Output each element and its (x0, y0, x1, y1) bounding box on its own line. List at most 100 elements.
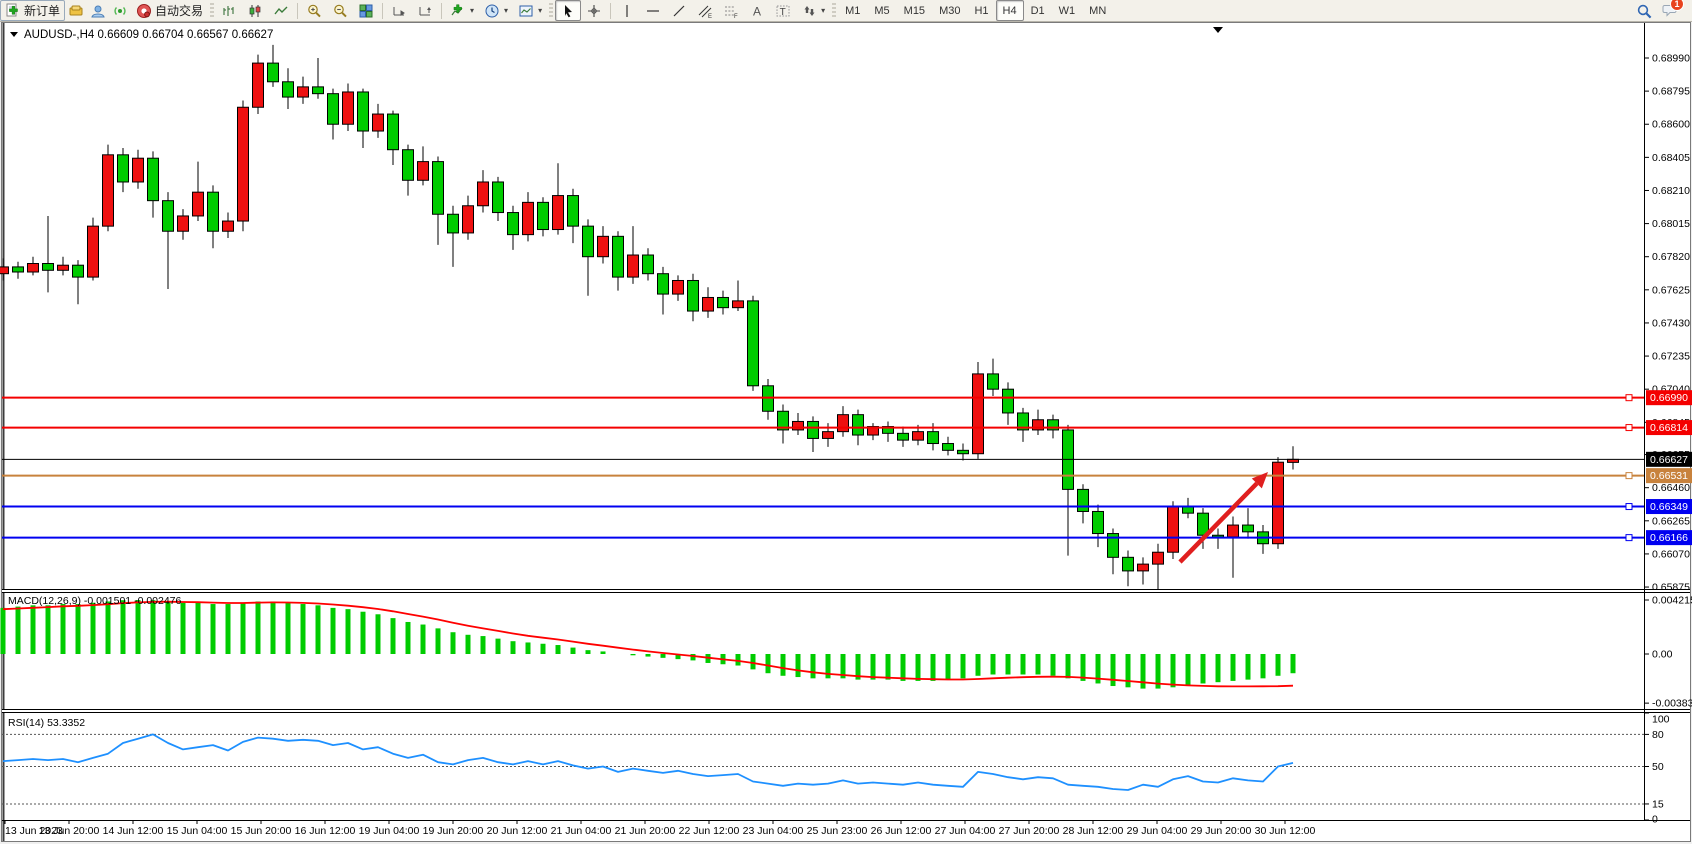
price-badge-0.66990: 0.66990 (1646, 390, 1692, 406)
price-badge-0.66349: 0.66349 (1646, 499, 1692, 515)
level-handle[interactable] (1625, 424, 1633, 432)
zoom-out-button[interactable] (327, 0, 353, 21)
tile-windows-button[interactable] (353, 0, 379, 21)
tab-timeframe-m5[interactable]: M5 (874, 4, 890, 17)
macd-signal-line (2, 600, 1294, 688)
line-chart-button[interactable] (268, 0, 294, 21)
tab-timeframe-d1[interactable]: D1 (1030, 4, 1045, 17)
horizontal-line-tool[interactable] (640, 0, 666, 21)
price-tick-label: 0.67625 (1652, 284, 1690, 296)
price-badge-0.66166: 0.66166 (1646, 530, 1692, 546)
macd-axis-label: 0.00 (1652, 649, 1673, 661)
tab-timeframe-m1[interactable]: M1 (845, 4, 861, 17)
chart-shift-button[interactable] (412, 0, 438, 21)
tab-timeframe-h1[interactable]: H1 (974, 4, 989, 17)
templates-icon (518, 3, 534, 19)
cursor-icon (560, 3, 576, 19)
search-icon[interactable] (1636, 3, 1652, 19)
price-tick-label: 0.66070 (1652, 548, 1690, 560)
price-badge-0.66531: 0.66531 (1646, 468, 1692, 484)
trend-arrow-annotation[interactable] (1178, 472, 1268, 564)
autotrade-button[interactable]: 自动交易 (131, 0, 208, 21)
time-axis-label: 29 Jun 20:00 (1191, 825, 1252, 837)
zoom-in-icon (306, 3, 322, 19)
tab-timeframe-h4[interactable]: H4 (995, 0, 1024, 21)
tile-windows-icon (358, 3, 374, 19)
time-axis-label: 19 Jun 04:00 (359, 825, 420, 837)
price-tick-label: 0.68795 (1652, 86, 1690, 98)
main-toolbar: 新订单 自动交易 ▾ ▾ ▾ (0, 0, 1692, 22)
crosshair-tool-button[interactable] (581, 0, 607, 21)
symbol-ohlc-title: AUDUSD-,H4 0.66609 0.66704 0.66567 0.666… (24, 29, 273, 41)
level-handle[interactable] (1625, 534, 1633, 542)
time-axis-label: 13 Jun 20:00 (39, 825, 100, 837)
rsi-axis-label: 50 (1652, 761, 1664, 773)
templates-button[interactable]: ▾ (513, 0, 547, 21)
bar-chart-icon (221, 3, 237, 19)
fibonacci-tool[interactable]: F (718, 0, 744, 21)
rsi-label: RSI(14) 53.3352 (8, 717, 85, 729)
level-handle[interactable] (1625, 394, 1633, 402)
text-tool[interactable]: A (744, 0, 770, 21)
cursor-tool-button[interactable] (555, 0, 582, 21)
price-tick-label: 0.68015 (1652, 218, 1690, 230)
chart-shift-marker[interactable] (1213, 27, 1223, 33)
price-badge-0.66627: 0.66627 (1646, 451, 1692, 467)
macd-label: MACD(12,26,9) -0.001501 -0.002476 (8, 595, 182, 607)
bar-chart-button[interactable] (216, 0, 242, 21)
level-handle[interactable] (1625, 503, 1633, 511)
arrows-icon (801, 3, 817, 19)
mql5-community-icon[interactable] (90, 3, 106, 19)
vertical-line-tool[interactable] (614, 0, 640, 21)
auto-scroll-icon (391, 3, 407, 19)
auto-scroll-button[interactable] (386, 0, 412, 21)
svg-text:A: A (753, 4, 761, 18)
autotrade-label: 自动交易 (155, 4, 204, 18)
tab-timeframe-m15[interactable]: M15 (903, 4, 926, 17)
text-label-tool[interactable]: T (770, 0, 796, 21)
price-tick-label: 0.68210 (1652, 185, 1690, 197)
time-axis-label: 27 Jun 20:00 (999, 825, 1060, 837)
periods-button[interactable]: ▾ (479, 0, 513, 21)
tab-timeframe-w1[interactable]: W1 (1058, 4, 1076, 17)
zoom-out-icon (332, 3, 348, 19)
crosshair-icon (586, 3, 602, 19)
price-tick-label: 0.66460 (1652, 482, 1690, 494)
price-tick-label: 0.66265 (1652, 515, 1690, 527)
trendline-icon (671, 3, 687, 19)
arrows-tool[interactable]: ▾ (796, 0, 830, 21)
vertical-line-icon (619, 3, 635, 19)
price-tick-label: 0.67820 (1652, 251, 1690, 263)
zoom-in-button[interactable] (301, 0, 327, 21)
tab-timeframe-m30[interactable]: M30 (939, 4, 961, 17)
rsi-axis-label: 15 (1652, 798, 1664, 810)
time-axis-label: 15 Jun 20:00 (231, 825, 292, 837)
metaeditor-icon[interactable] (68, 3, 84, 19)
new-order-button[interactable]: 新订单 (0, 0, 66, 21)
candlestick-chart-icon (247, 3, 263, 19)
level-handle[interactable] (1625, 472, 1633, 480)
price-tick-label: 0.68990 (1652, 53, 1690, 65)
svg-text:0.66814: 0.66814 (1650, 422, 1688, 434)
horizontal-line-icon (645, 3, 661, 19)
trendline-tool[interactable] (666, 0, 692, 21)
time-axis-label: 26 Jun 12:00 (871, 825, 932, 837)
channel-tool[interactable]: E (692, 0, 718, 21)
svg-text:T: T (780, 6, 786, 17)
time-axis-label: 22 Jun 12:00 (679, 825, 740, 837)
indicators-button[interactable]: ▾ (445, 0, 479, 21)
svg-text:0.66990: 0.66990 (1650, 392, 1688, 404)
tab-timeframe-mn[interactable]: MN (1089, 4, 1107, 17)
text-label-icon: T (775, 3, 791, 19)
candlestick-chart-button[interactable] (242, 0, 268, 21)
signals-icon[interactable] (112, 3, 128, 19)
notification-badge: 1 (1670, 0, 1684, 11)
autotrade-icon (136, 3, 152, 19)
time-axis-label: 20 Jun 12:00 (487, 825, 548, 837)
alerts-button[interactable]: 1 (1662, 0, 1684, 21)
time-axis-label: 29 Jun 04:00 (1127, 825, 1188, 837)
new-order-label: 新订单 (24, 4, 61, 18)
symbol-dropdown-icon[interactable] (10, 32, 18, 37)
